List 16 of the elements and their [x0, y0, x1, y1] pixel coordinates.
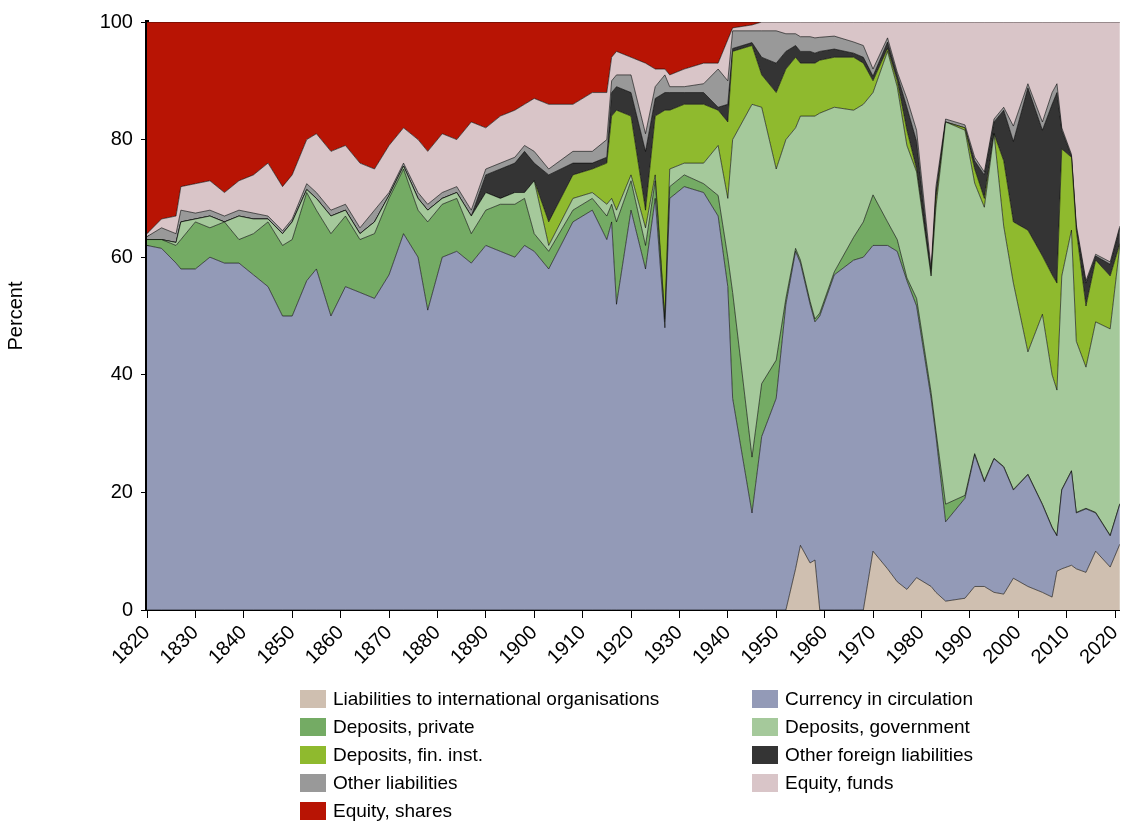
y-tick-label: 20 [110, 479, 133, 502]
y-tick-label: 0 [121, 597, 133, 620]
legend-label: Deposits, fin. inst. [333, 744, 483, 766]
legend-label: Other liabilities [333, 772, 458, 794]
legend-label: Equity, funds [785, 772, 894, 794]
legend-label: Liabilities to international organisations [333, 688, 660, 710]
y-axis-title: Percent [3, 281, 26, 351]
legend-label: Other foreign liabilities [785, 744, 973, 766]
legend-label: Equity, shares [333, 800, 452, 822]
y-tick-label: 80 [110, 127, 133, 150]
y-tick-label: 60 [110, 244, 133, 267]
legend-label: Currency in circulation [785, 688, 973, 710]
legend-label: Deposits, private [333, 716, 475, 738]
y-tick-label: 100 [99, 9, 133, 32]
legend-label: Deposits, government [785, 716, 970, 738]
y-tick-label: 40 [110, 362, 133, 385]
